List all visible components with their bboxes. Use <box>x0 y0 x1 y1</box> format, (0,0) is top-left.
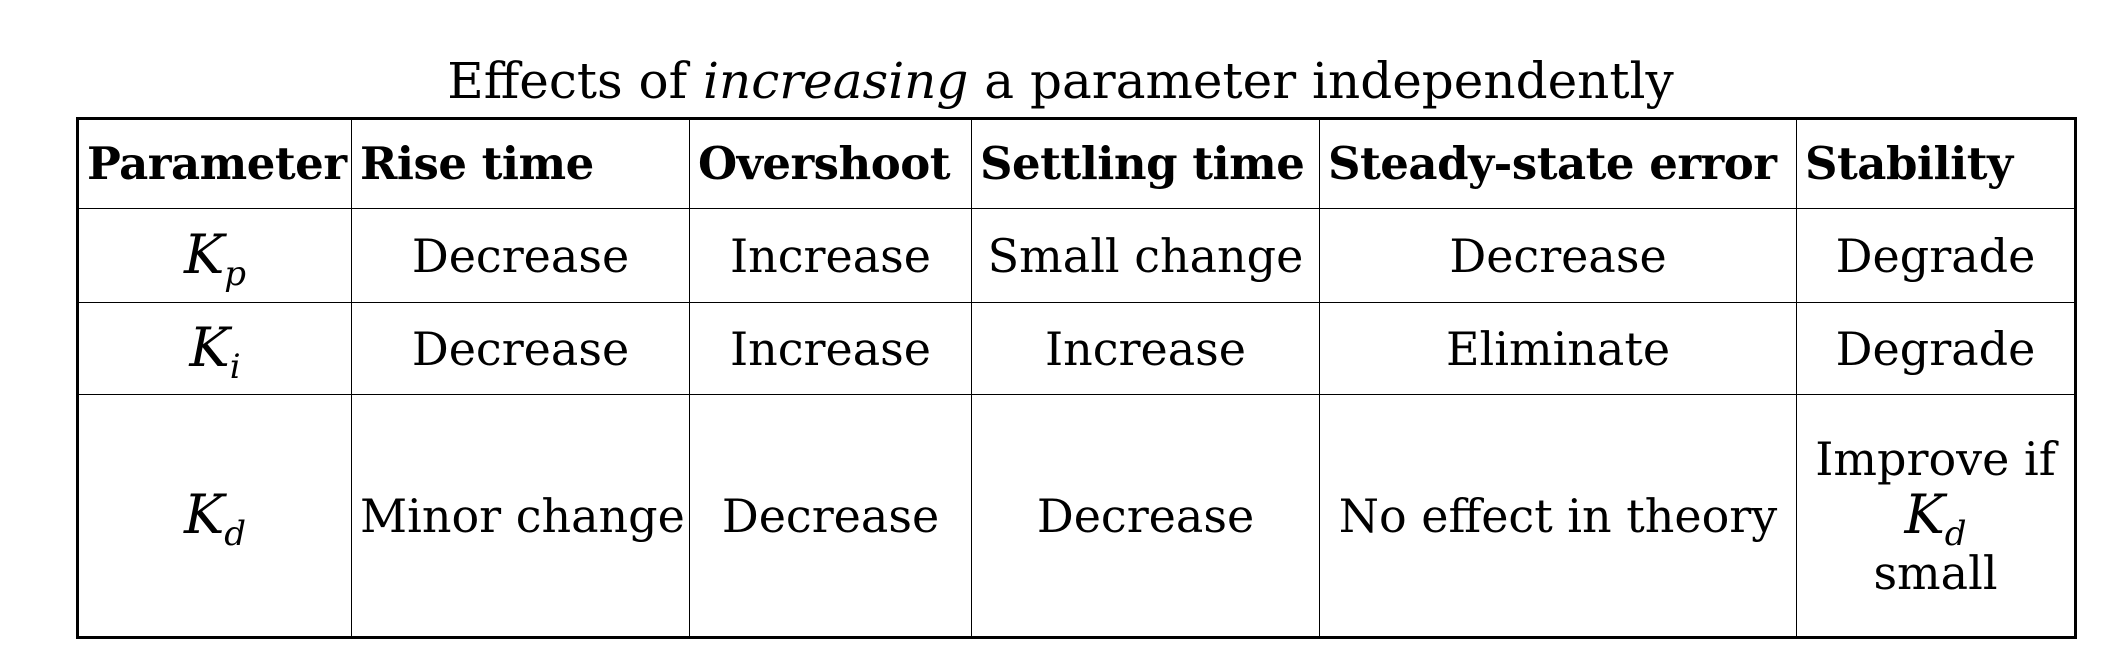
stability-line-1: Improve if <box>1815 431 2056 486</box>
caption-emphasis: increasing <box>703 52 969 110</box>
caption-prefix: Effects of <box>447 52 704 110</box>
parameter-cell-ki: Ki <box>77 302 352 395</box>
cell-ki-rise-time: Decrease <box>351 302 690 395</box>
header-rise-time: Rise time <box>351 118 690 209</box>
table-row-kd: Kd Minor change Decrease Decrease No eff… <box>77 394 2076 638</box>
cell-ki-overshoot: Increase <box>689 302 972 395</box>
symbol-base: K <box>1904 482 1945 546</box>
cell-ki-steady-state-error: Eliminate <box>1319 302 1797 395</box>
cell-ki-settling-time: Increase <box>971 302 1320 395</box>
header-stability: Stability <box>1796 118 2076 209</box>
header-steady-state-error: Steady-state error <box>1319 118 1797 209</box>
stability-line-2: Kd <box>1805 486 2066 550</box>
cell-kp-settling-time: Small change <box>971 208 1320 303</box>
cell-kd-steady-state-error: No effect in theory <box>1319 394 1797 638</box>
symbol-base: K <box>183 222 225 286</box>
cell-kd-overshoot: Decrease <box>689 394 972 638</box>
symbol-subscript: i <box>229 346 241 387</box>
parameter-cell-kd: Kd <box>77 394 352 638</box>
header-settling-time: Settling time <box>971 118 1320 209</box>
cell-kp-stability: Degrade <box>1796 208 2076 303</box>
symbol-subscript: d <box>224 513 247 554</box>
cell-kp-steady-state-error: Decrease <box>1319 208 1797 303</box>
symbol-base: K <box>183 482 225 546</box>
symbol-ki: Ki <box>189 315 240 383</box>
header-row: Parameter Rise time Overshoot Settling t… <box>77 118 2076 209</box>
table-caption: Effects of increasing a parameter indepe… <box>0 50 2121 112</box>
cell-ki-stability: Degrade <box>1796 302 2076 395</box>
stability-line-3: small <box>1873 545 1998 600</box>
symbol-kd: Kd <box>183 482 246 550</box>
table-row-kp: Kp Decrease Increase Small change Decrea… <box>77 208 2076 303</box>
header-parameter: Parameter <box>77 118 352 209</box>
symbol-kp: Kp <box>183 222 246 290</box>
symbol-kd-inline: Kd <box>1904 482 1966 550</box>
cell-kp-rise-time: Decrease <box>351 208 690 303</box>
cell-kp-overshoot: Increase <box>689 208 972 303</box>
caption-suffix: a parameter independently <box>968 52 1674 110</box>
cell-kd-settling-time: Decrease <box>971 394 1320 638</box>
cell-kd-stability: Improve if Kd small <box>1796 394 2076 638</box>
parameter-cell-kp: Kp <box>77 208 352 303</box>
symbol-base: K <box>189 315 230 379</box>
symbol-subscript: d <box>1944 513 1967 554</box>
cell-kd-rise-time: Minor change <box>351 394 690 638</box>
header-overshoot: Overshoot <box>689 118 972 209</box>
table-row-ki: Ki Decrease Increase Increase Eliminate … <box>77 302 2076 395</box>
symbol-subscript: p <box>224 253 247 294</box>
pid-effects-table: Parameter Rise time Overshoot Settling t… <box>76 117 2077 639</box>
